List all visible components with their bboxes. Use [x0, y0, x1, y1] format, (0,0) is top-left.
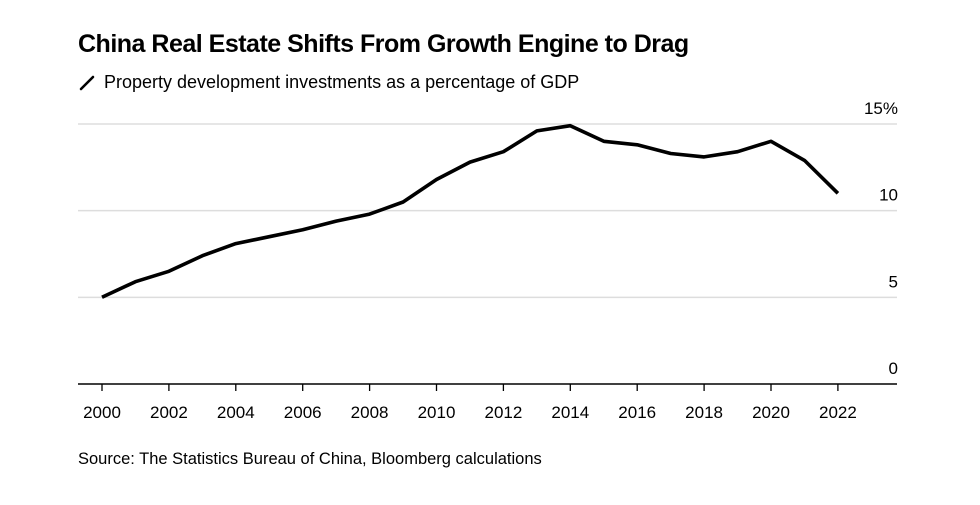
legend-line-icon: [78, 74, 96, 92]
x-tick-label: 2012: [484, 403, 522, 422]
source-note: Source: The Statistics Bureau of China, …: [78, 450, 542, 468]
y-tick-label: 15%: [864, 99, 898, 118]
y-tick-label: 10: [879, 186, 898, 205]
chart-subtitle: Property development investments as a pe…: [78, 72, 579, 93]
y-tick-label: 5: [889, 272, 898, 291]
legend-label: Property development investments as a pe…: [104, 72, 580, 92]
x-tick-label: 2010: [418, 403, 456, 422]
y-tick-label: 0: [889, 359, 898, 378]
x-tick-label: 2008: [351, 403, 389, 422]
x-tick-label: 2006: [284, 403, 322, 422]
x-tick-label: 2016: [618, 403, 656, 422]
x-tick-label: 2018: [685, 403, 723, 422]
series-line: [101, 123, 840, 299]
x-tick-label: 2022: [819, 403, 857, 422]
x-tick-label: 2000: [83, 403, 121, 422]
x-tick-label: 2002: [150, 403, 188, 422]
x-tick-label: 2020: [752, 403, 790, 422]
x-tick-label: 2014: [551, 403, 589, 422]
chart-title: China Real Estate Shifts From Growth Eng…: [78, 30, 689, 58]
x-tick-label: 2004: [217, 403, 255, 422]
